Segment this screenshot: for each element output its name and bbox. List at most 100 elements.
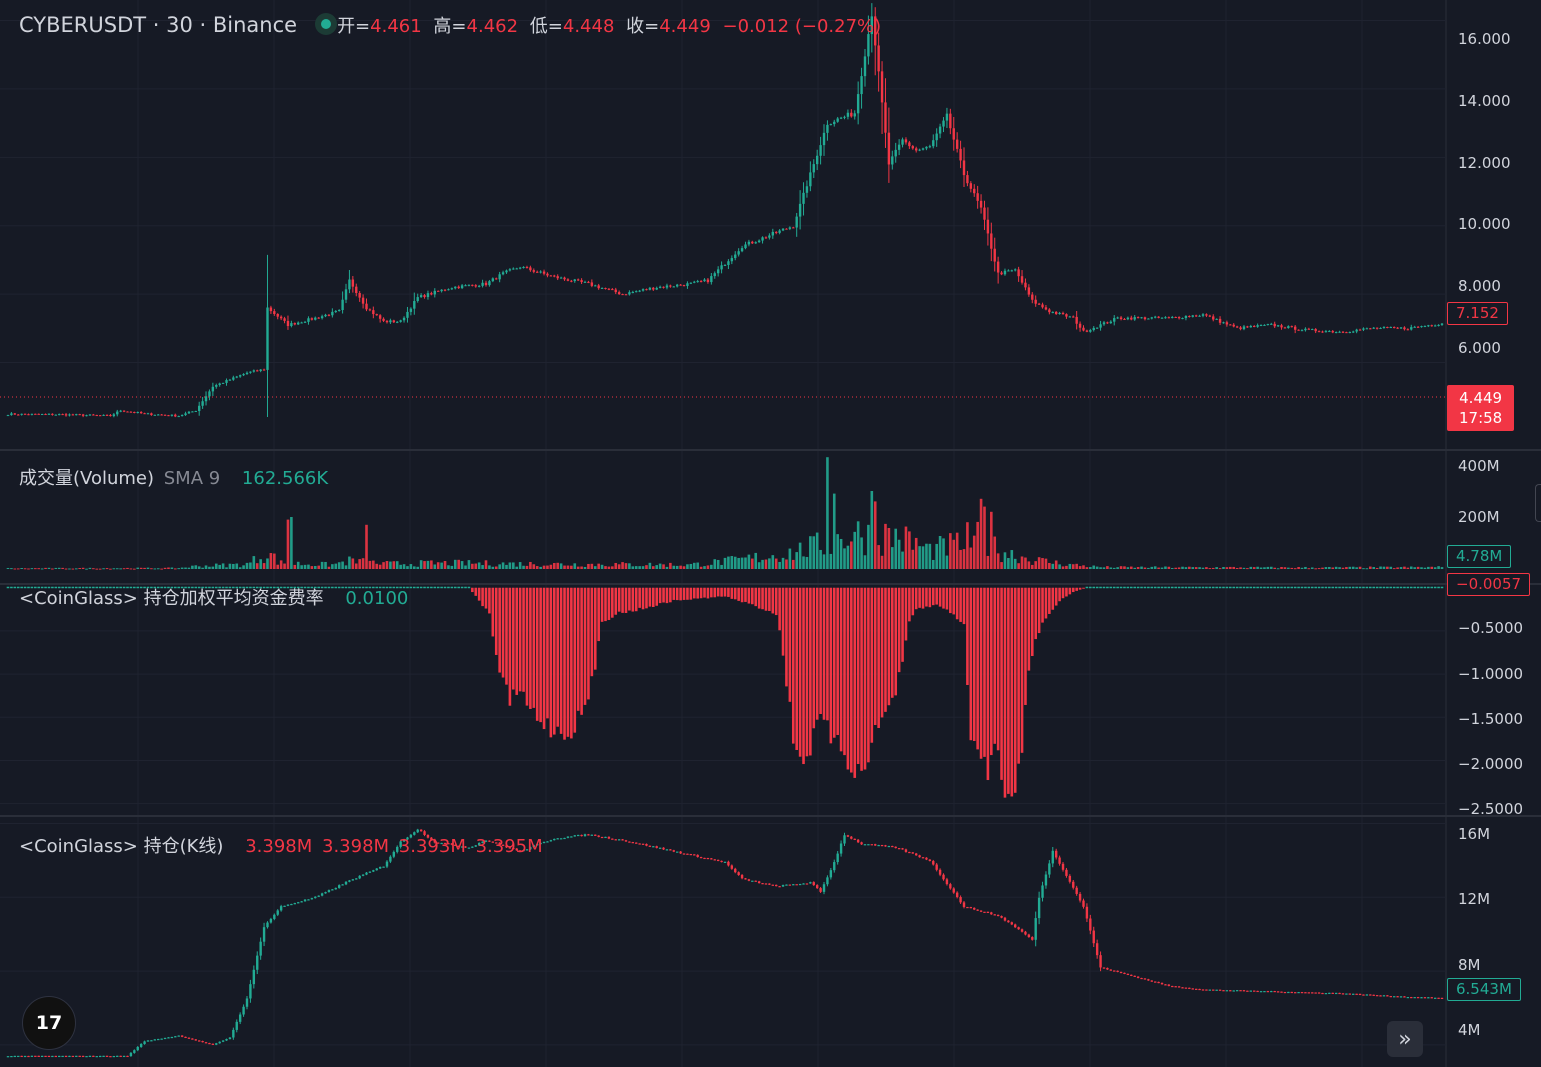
price-candle xyxy=(119,410,122,412)
oi-candle xyxy=(1078,893,1082,901)
double-chevron-right-icon[interactable]: » xyxy=(1387,1021,1423,1057)
volume-bar xyxy=(453,559,457,569)
volume-bar xyxy=(1392,568,1396,570)
volume-bar xyxy=(1051,563,1055,569)
funding-tick: −1.5000 xyxy=(1458,710,1524,728)
oi-candle xyxy=(126,1055,129,1058)
price-candle xyxy=(361,297,365,304)
oi-candle xyxy=(1167,984,1171,986)
funding-bar xyxy=(92,586,95,589)
price-candle xyxy=(754,242,757,244)
oi-candle xyxy=(44,1055,47,1058)
funding-last-tag: −0.0057 xyxy=(1447,573,1531,596)
oi-candle xyxy=(887,845,891,848)
oi-candle xyxy=(1362,994,1365,996)
volume-bar xyxy=(1297,567,1300,569)
oi-candle xyxy=(1403,996,1406,998)
funding-bar xyxy=(1024,587,1027,705)
funding-bar xyxy=(832,587,836,738)
volume-bar xyxy=(539,566,542,569)
funding-bar xyxy=(744,587,747,602)
price-candle xyxy=(437,290,440,292)
pane-resize-handle[interactable] xyxy=(1535,484,1541,522)
oi-candle xyxy=(867,844,870,846)
oi-candle xyxy=(546,841,549,843)
oi-candle xyxy=(286,904,290,906)
price-candle xyxy=(870,16,874,35)
volume-bar xyxy=(972,535,976,569)
volume-bar xyxy=(624,563,628,569)
oi-candle xyxy=(990,912,993,915)
volume-bar xyxy=(867,524,870,569)
volume-bar xyxy=(730,556,734,569)
funding-bar xyxy=(522,587,525,692)
volume-bar xyxy=(13,568,17,570)
funding-bar xyxy=(245,586,249,589)
volume-bar xyxy=(433,564,437,569)
funding-bar xyxy=(518,587,522,692)
price-candle xyxy=(419,295,423,298)
oi-candle xyxy=(536,844,539,846)
volume-bar xyxy=(542,565,546,569)
volume-bar xyxy=(167,567,170,569)
price-candle xyxy=(1225,322,1229,325)
funding-bar xyxy=(225,586,228,589)
price-candle xyxy=(88,414,92,416)
funding-bar xyxy=(1078,587,1082,590)
oi-candle xyxy=(13,1055,17,1058)
oi-candle xyxy=(279,906,283,911)
volume-bar xyxy=(471,563,474,569)
price-candle xyxy=(501,272,505,275)
funding-bar xyxy=(1399,586,1403,589)
low-value: 4.448 xyxy=(562,16,615,37)
volume-bar xyxy=(88,567,92,569)
volume-bar xyxy=(1222,567,1225,569)
volume-bar xyxy=(129,568,133,570)
tradingview-logo-icon[interactable]: 17 xyxy=(22,996,76,1050)
funding-bar xyxy=(276,586,280,589)
funding-bar xyxy=(966,587,969,685)
funding-bar xyxy=(757,587,761,609)
oi-candle xyxy=(382,866,385,868)
volume-bar xyxy=(194,565,198,569)
price-candle xyxy=(1328,331,1331,333)
price-candle xyxy=(573,279,576,282)
funding-title[interactable]: <CoinGlass> 持仓加权平均资金费率 xyxy=(19,588,324,609)
price-candle xyxy=(262,369,266,371)
funding-bar xyxy=(501,587,505,678)
volume-bar xyxy=(754,552,758,569)
oi-candle xyxy=(37,1055,40,1057)
volume-bar xyxy=(436,562,440,569)
volume-bar xyxy=(1160,567,1164,569)
price-candle xyxy=(1154,316,1157,318)
volume-title[interactable]: 成交量(Volume) xyxy=(19,468,154,489)
funding-bar xyxy=(552,587,556,735)
price-candle xyxy=(911,146,914,149)
funding-bar xyxy=(177,586,181,589)
oi-candle xyxy=(645,843,648,846)
price-candle xyxy=(928,146,932,148)
volume-bar xyxy=(235,563,239,569)
symbol-title[interactable]: CYBERUSDT · 30 · Binance xyxy=(19,13,298,37)
price-candle xyxy=(679,284,682,286)
price-candle xyxy=(1194,315,1198,317)
funding-bar xyxy=(774,587,778,616)
price-candle xyxy=(874,16,877,46)
volume-bar xyxy=(757,562,761,569)
volume-bar xyxy=(1201,567,1205,569)
market-status-icon[interactable] xyxy=(315,13,338,35)
volume-bar xyxy=(887,527,891,569)
volume-bar xyxy=(115,568,119,570)
price-candle xyxy=(515,268,518,270)
price-candle xyxy=(1065,314,1068,317)
oi-candle xyxy=(358,875,361,879)
oi-candle xyxy=(495,842,498,844)
oi-title[interactable]: <CoinGlass> 持仓(K线) xyxy=(19,836,224,857)
price-candle xyxy=(1314,329,1317,332)
oi-candle xyxy=(525,849,529,851)
funding-bar xyxy=(460,586,464,589)
volume-sma-label: SMA 9 xyxy=(163,468,221,489)
volume-bar xyxy=(1314,568,1317,570)
funding-bar xyxy=(593,587,597,670)
